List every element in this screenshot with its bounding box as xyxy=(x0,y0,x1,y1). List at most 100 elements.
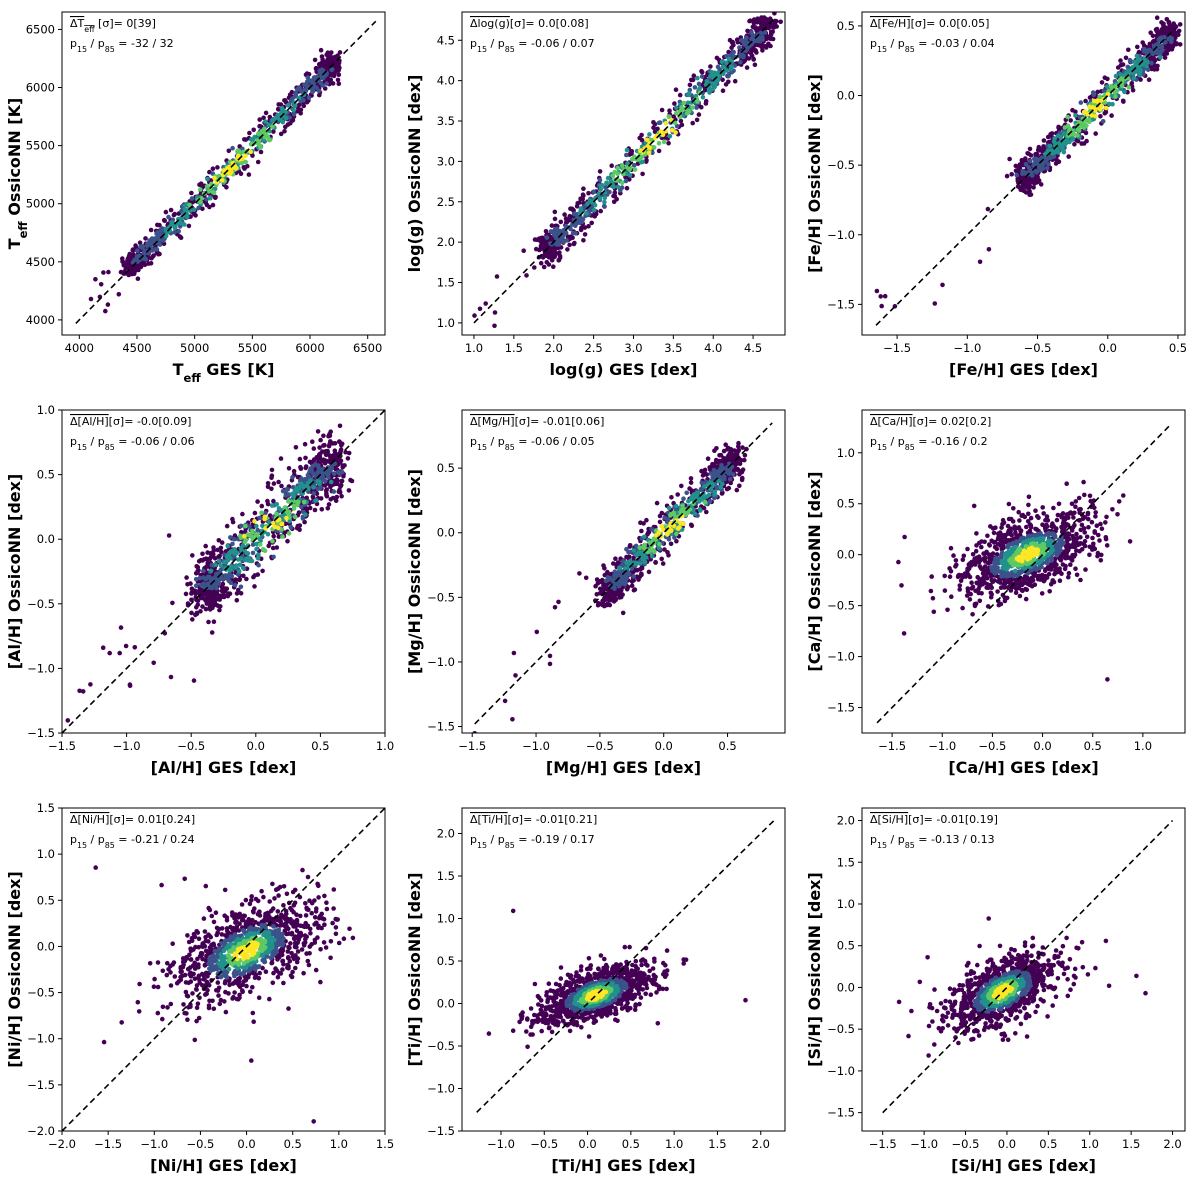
data-point xyxy=(312,57,318,63)
data-point xyxy=(315,429,321,434)
data-point xyxy=(237,577,242,583)
data-point xyxy=(269,503,275,508)
data-point xyxy=(521,248,526,253)
data-point xyxy=(197,588,202,593)
data-point xyxy=(211,552,216,557)
x-tick-label: 2.5 xyxy=(584,341,602,355)
data-point xyxy=(213,194,218,200)
data-point xyxy=(594,592,600,597)
data-point xyxy=(1033,508,1038,513)
data-point xyxy=(632,167,638,172)
x-tick-label: 0.0 xyxy=(247,739,265,753)
data-point xyxy=(333,498,339,503)
data-point xyxy=(582,232,588,237)
data-point xyxy=(135,276,141,282)
data-point xyxy=(285,487,291,492)
data-point xyxy=(1150,33,1156,39)
data-point xyxy=(1089,113,1095,118)
identity-line xyxy=(75,20,377,324)
data-point xyxy=(896,559,901,565)
data-point xyxy=(1109,113,1114,118)
data-point xyxy=(290,484,296,490)
data-point xyxy=(1113,94,1118,99)
percentile-annotation: p15 / p85 = -32 / 32 xyxy=(70,37,174,54)
data-point xyxy=(155,230,160,235)
data-point xyxy=(107,650,112,656)
data-point xyxy=(1028,515,1034,521)
data-point xyxy=(1076,495,1082,501)
data-point xyxy=(541,264,547,270)
data-point xyxy=(163,233,169,239)
data-point xyxy=(1046,162,1051,167)
data-point xyxy=(1078,100,1084,105)
data-point xyxy=(309,460,314,465)
data-point xyxy=(659,107,665,113)
data-point xyxy=(577,571,582,576)
data-point xyxy=(951,553,956,558)
data-point xyxy=(1027,158,1033,164)
data-point xyxy=(731,49,736,55)
data-point xyxy=(1075,127,1081,132)
data-point xyxy=(218,563,224,568)
data-point xyxy=(105,302,111,307)
data-point xyxy=(901,631,907,636)
data-point xyxy=(684,490,689,496)
x-tick-label: 0.5 xyxy=(718,739,736,753)
data-point xyxy=(1092,529,1097,534)
data-point xyxy=(170,600,175,606)
data-point xyxy=(597,177,603,183)
x-tick-label: −1.0 xyxy=(953,341,981,355)
data-point xyxy=(1056,125,1061,130)
data-point xyxy=(285,122,291,127)
data-point xyxy=(312,507,318,513)
data-point xyxy=(502,698,508,704)
data-point xyxy=(629,583,635,588)
data-point xyxy=(335,77,341,83)
x-tick-label: 4.0 xyxy=(704,341,722,355)
axes-frame xyxy=(461,409,786,734)
data-point xyxy=(1115,512,1120,517)
data-point xyxy=(698,487,704,493)
data-point xyxy=(184,575,189,580)
data-point xyxy=(297,523,303,528)
data-point xyxy=(1013,590,1019,595)
data-point xyxy=(306,95,312,100)
data-point xyxy=(177,224,183,229)
data-point xyxy=(1110,507,1115,512)
data-point xyxy=(492,310,498,315)
data-point xyxy=(200,551,205,557)
data-point xyxy=(274,511,279,517)
data-point xyxy=(208,195,213,201)
data-point xyxy=(694,105,699,110)
data-point xyxy=(593,583,598,589)
data-point xyxy=(1132,59,1137,65)
data-point xyxy=(196,205,201,211)
data-point xyxy=(737,483,742,489)
data-point xyxy=(195,602,201,608)
data-point xyxy=(157,222,162,228)
data-point xyxy=(678,118,684,124)
data-point xyxy=(137,240,143,245)
data-point xyxy=(215,165,220,170)
data-point xyxy=(659,524,664,529)
data-point xyxy=(660,132,666,138)
y-tick-label: 5000 xyxy=(26,197,55,211)
data-point xyxy=(1087,493,1093,499)
data-point xyxy=(247,130,252,136)
data-point xyxy=(986,247,992,252)
data-point xyxy=(1065,114,1070,120)
data-point xyxy=(690,496,695,502)
data-point xyxy=(1014,172,1019,178)
data-point xyxy=(133,243,138,248)
data-point xyxy=(739,53,744,58)
data-point xyxy=(737,461,743,466)
data-point xyxy=(720,481,725,487)
data-point xyxy=(211,575,217,581)
data-point xyxy=(1119,83,1125,89)
data-point xyxy=(230,519,236,525)
y-axis-label: log(g) OssicoNN [dex] xyxy=(405,75,424,273)
data-point xyxy=(222,593,227,598)
data-point xyxy=(611,199,617,205)
data-point xyxy=(336,489,342,495)
scatter-points xyxy=(65,423,355,723)
